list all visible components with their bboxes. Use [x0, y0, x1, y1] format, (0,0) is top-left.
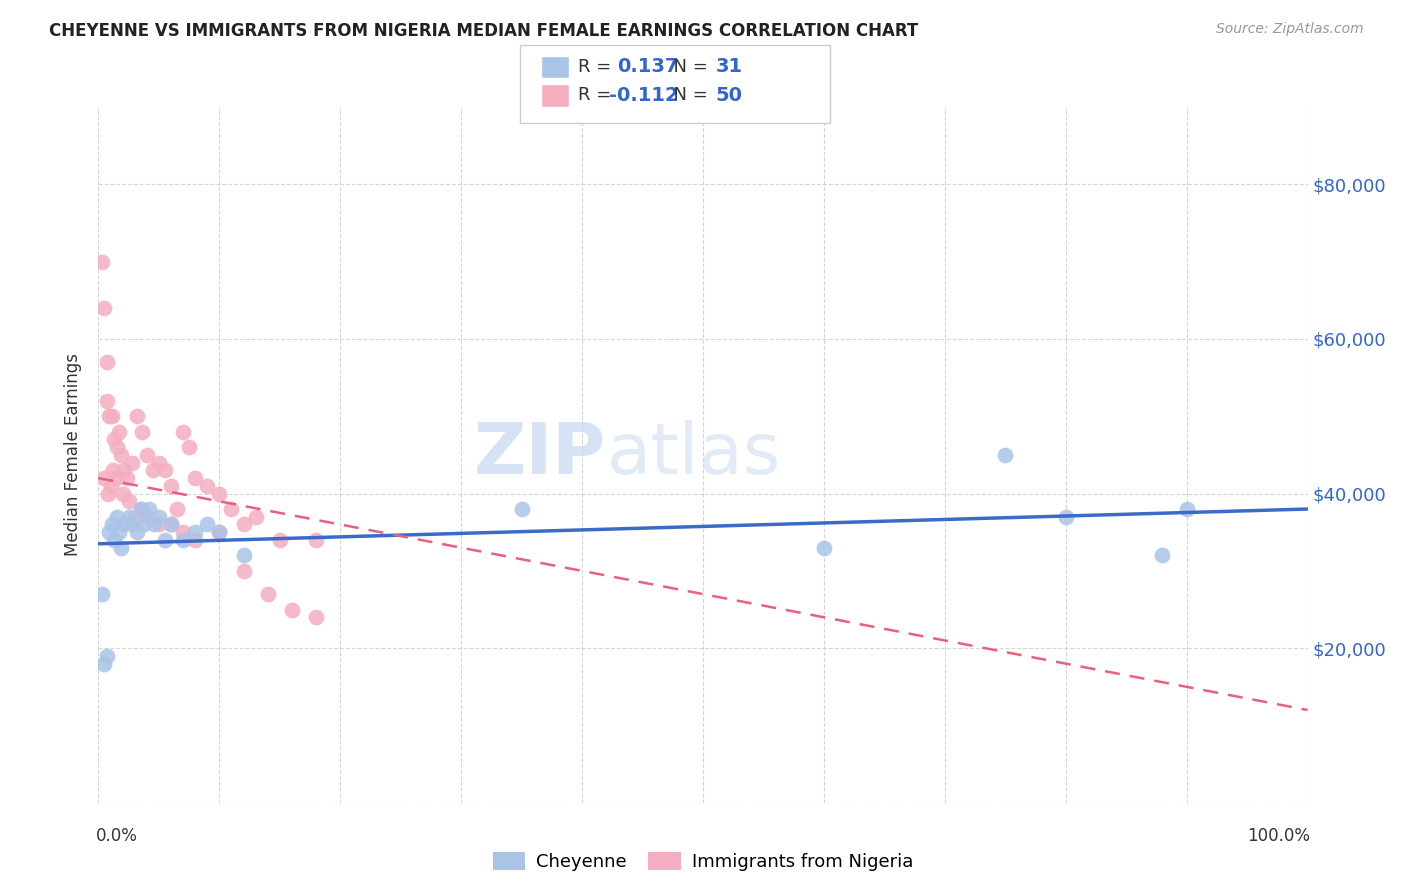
Point: [172, 425, 194, 439]
Point: [245, 509, 267, 524]
Point: [281, 602, 304, 616]
Point: [195, 479, 218, 493]
Text: N =: N =: [662, 58, 714, 76]
Point: [108, 525, 131, 540]
Point: [105, 471, 128, 485]
Point: [93, 301, 115, 315]
Legend: Cheyenne, Immigrants from Nigeria: Cheyenne, Immigrants from Nigeria: [485, 845, 921, 879]
Text: 0.137: 0.137: [617, 57, 679, 77]
Text: R =: R =: [578, 58, 617, 76]
Text: 100.0%: 100.0%: [1247, 827, 1310, 845]
Point: [208, 525, 231, 540]
Point: [135, 448, 157, 462]
Point: [1175, 502, 1198, 516]
Point: [118, 509, 141, 524]
Point: [103, 533, 125, 547]
Text: -0.112: -0.112: [609, 86, 679, 105]
Point: [269, 533, 291, 547]
Point: [131, 425, 153, 439]
Point: [305, 533, 328, 547]
Point: [127, 409, 149, 424]
Point: [160, 517, 183, 532]
Point: [232, 549, 254, 563]
Point: [129, 502, 152, 516]
Point: [160, 517, 183, 532]
Point: [172, 525, 194, 540]
Point: [208, 525, 231, 540]
Point: [98, 409, 121, 424]
Point: [148, 517, 170, 532]
Point: [160, 479, 183, 493]
Point: [221, 502, 243, 516]
Point: [118, 494, 141, 508]
Point: [93, 657, 115, 671]
Point: [135, 509, 157, 524]
Text: R =: R =: [578, 87, 617, 104]
Text: 0.0%: 0.0%: [96, 827, 138, 845]
Point: [105, 509, 128, 524]
Point: [1054, 509, 1077, 524]
Point: [813, 541, 835, 555]
Point: [179, 440, 201, 454]
Point: [91, 587, 114, 601]
Point: [110, 448, 132, 462]
Point: [172, 533, 194, 547]
Point: [97, 486, 120, 500]
Text: 31: 31: [716, 57, 742, 77]
Point: [112, 517, 135, 532]
Point: [153, 533, 176, 547]
Point: [143, 517, 166, 532]
Point: [232, 564, 254, 578]
Point: [93, 471, 115, 485]
Point: [994, 448, 1017, 462]
Point: [108, 425, 131, 439]
Point: [134, 517, 156, 532]
Point: [129, 502, 152, 516]
Point: [148, 456, 170, 470]
Point: [256, 587, 278, 601]
Point: [103, 433, 125, 447]
Point: [111, 486, 134, 500]
Text: atlas: atlas: [606, 420, 780, 490]
Point: [142, 463, 165, 477]
Text: ZIP: ZIP: [474, 420, 606, 490]
Point: [100, 517, 122, 532]
Point: [98, 525, 121, 540]
Text: N =: N =: [662, 87, 714, 104]
Point: [96, 355, 118, 369]
Point: [510, 502, 533, 516]
Point: [112, 463, 135, 477]
Point: [127, 525, 149, 540]
Point: [305, 610, 328, 624]
Point: [148, 509, 170, 524]
Point: [184, 471, 207, 485]
Point: [121, 456, 143, 470]
Text: Source: ZipAtlas.com: Source: ZipAtlas.com: [1216, 22, 1364, 37]
Point: [1152, 549, 1174, 563]
Point: [121, 517, 143, 532]
Point: [96, 648, 118, 663]
Point: [124, 509, 146, 524]
Point: [208, 486, 231, 500]
Point: [184, 533, 207, 547]
Point: [91, 254, 114, 268]
Point: [184, 525, 207, 540]
Y-axis label: Median Female Earnings: Median Female Earnings: [65, 353, 83, 557]
Point: [105, 440, 128, 454]
Point: [232, 517, 254, 532]
Text: CHEYENNE VS IMMIGRANTS FROM NIGERIA MEDIAN FEMALE EARNINGS CORRELATION CHART: CHEYENNE VS IMMIGRANTS FROM NIGERIA MEDI…: [49, 22, 918, 40]
Point: [110, 541, 132, 555]
Text: 50: 50: [716, 86, 742, 105]
Point: [153, 463, 176, 477]
Point: [101, 463, 124, 477]
Point: [195, 517, 218, 532]
Point: [166, 502, 188, 516]
Point: [100, 409, 122, 424]
Point: [96, 393, 118, 408]
Point: [138, 502, 160, 516]
Point: [117, 471, 139, 485]
Point: [100, 479, 122, 493]
